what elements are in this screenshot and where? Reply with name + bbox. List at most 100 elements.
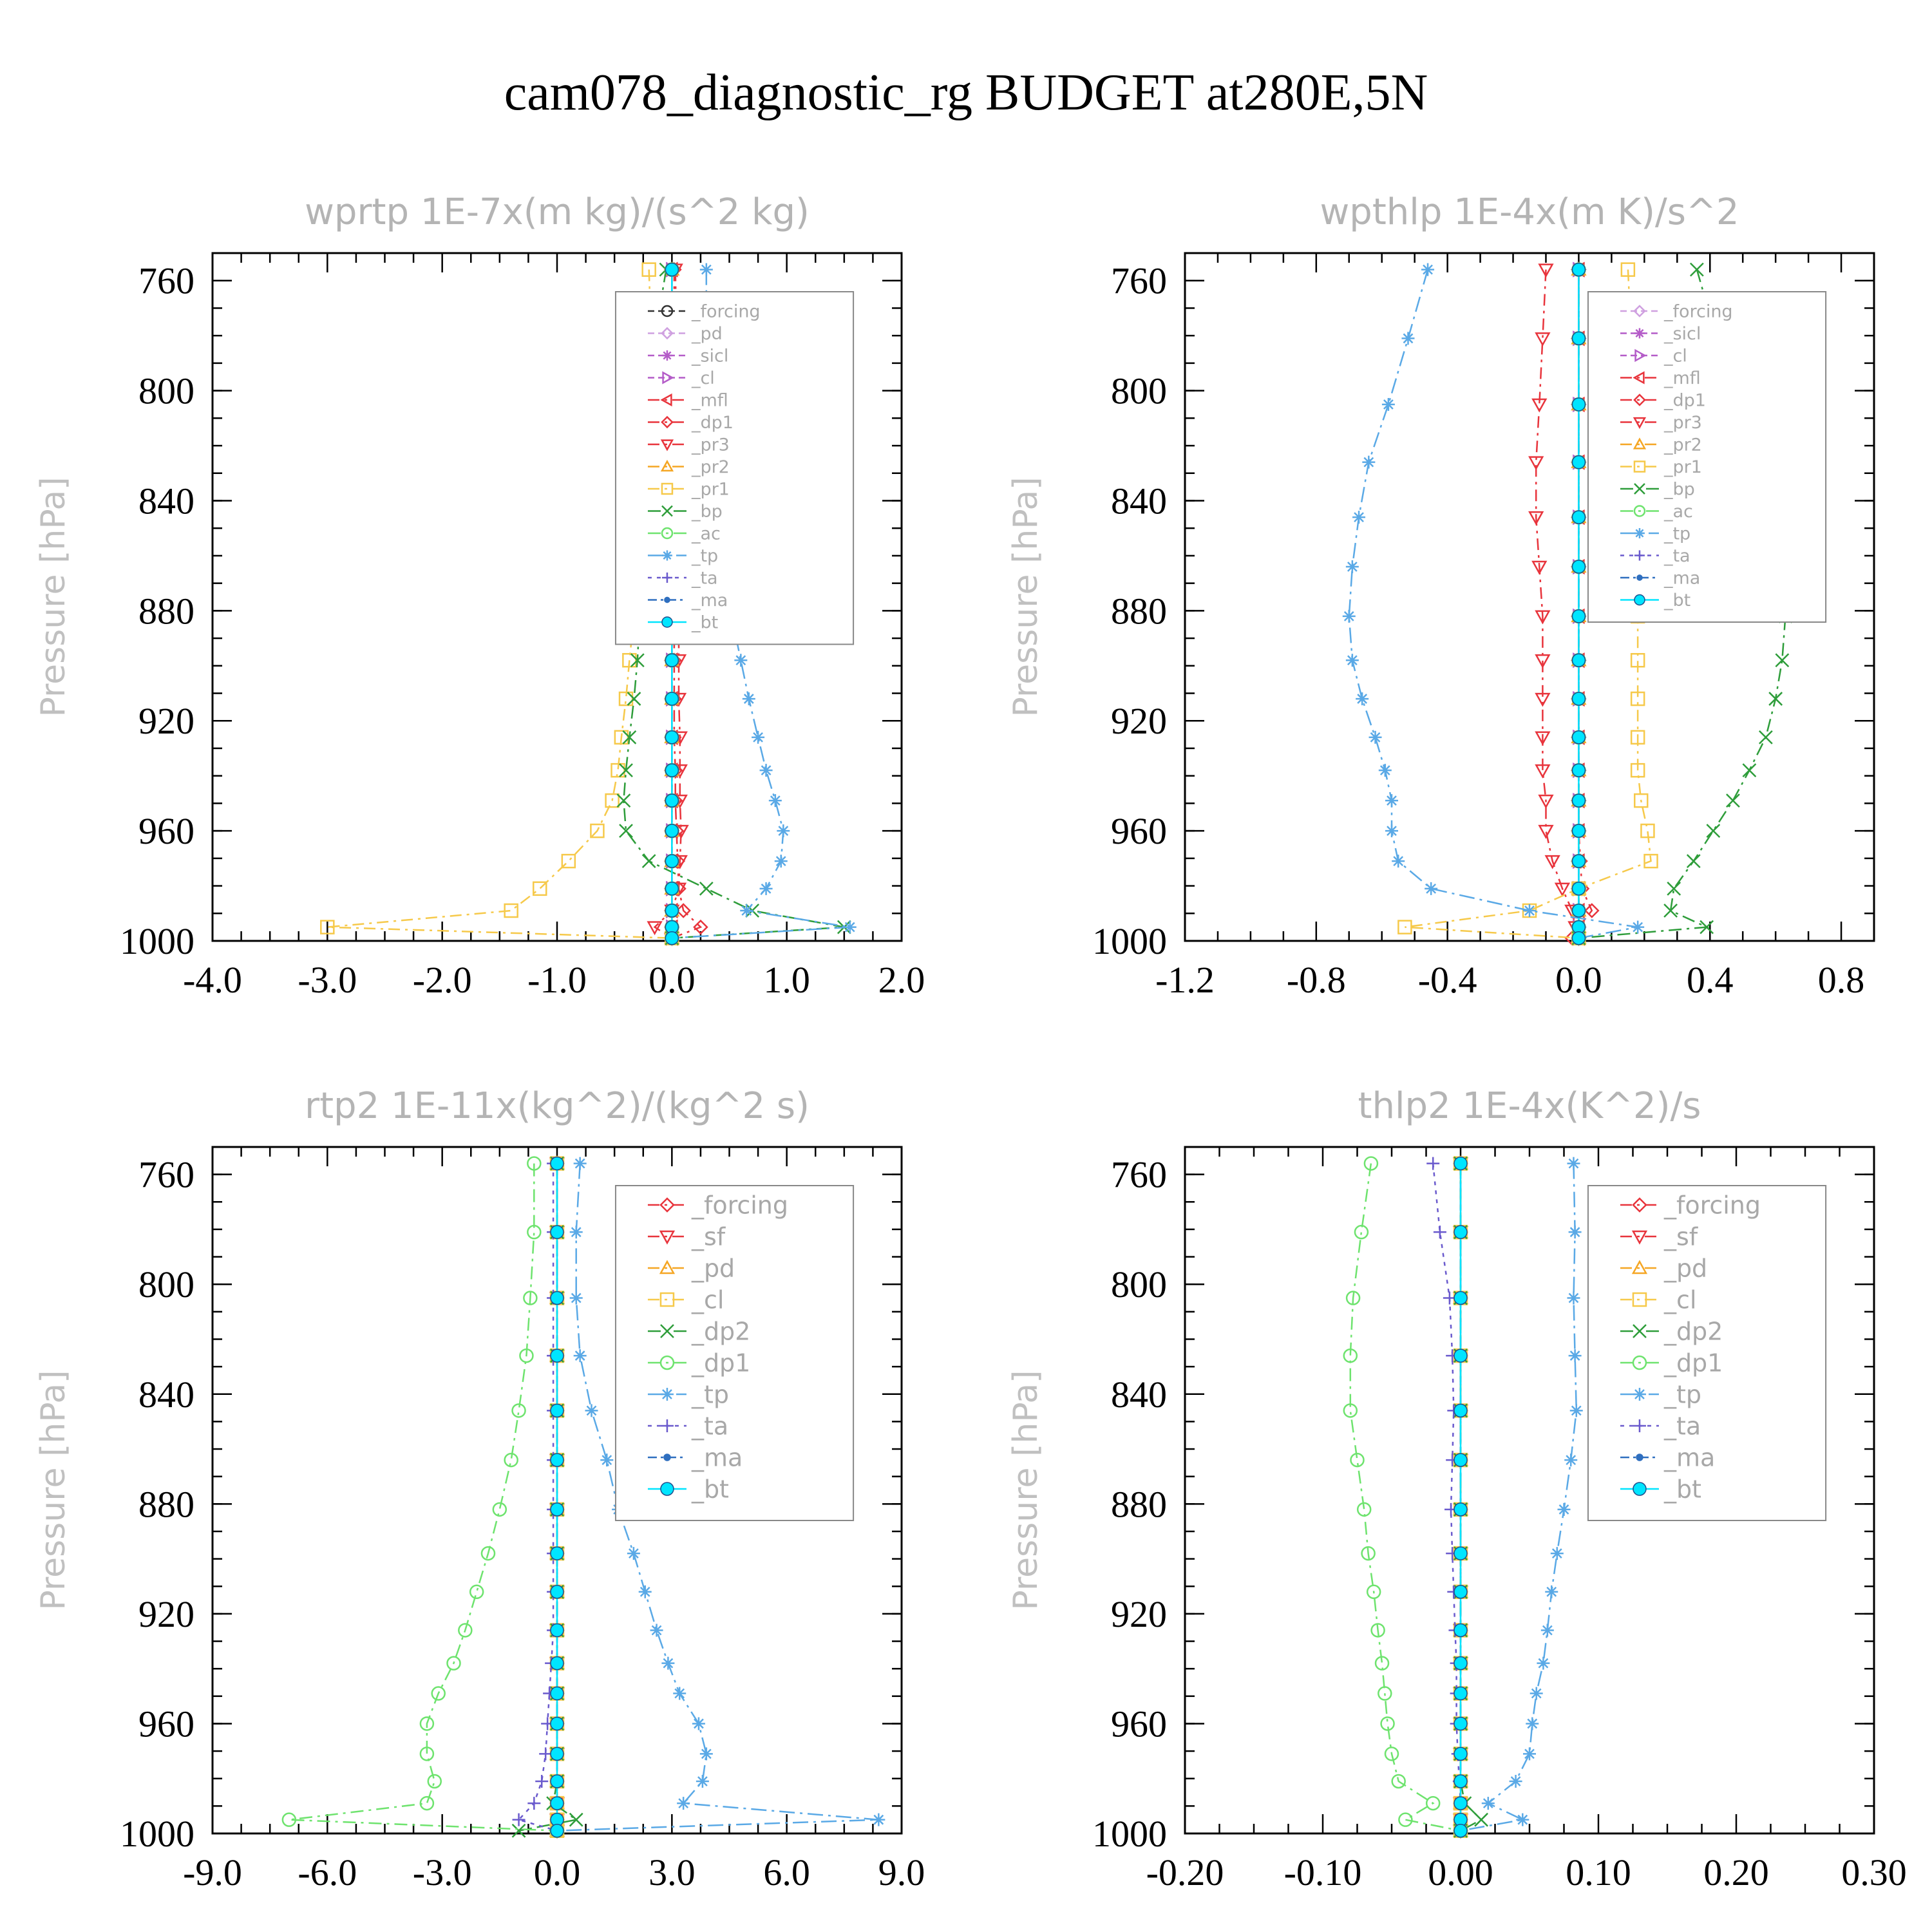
x-tick-label: -4.0: [183, 959, 242, 1001]
data-point: [590, 823, 605, 838]
y-tick-label: 880: [1111, 590, 1167, 632]
data-point: [523, 1291, 538, 1305]
data-point: [650, 1624, 663, 1637]
data-point: [627, 692, 641, 706]
legend-entry: _dp1: [1620, 1349, 1723, 1377]
data-point: [1633, 793, 1649, 808]
legend-entry: _cl: [647, 1285, 724, 1314]
data-point: [446, 1656, 461, 1671]
x-tick-label: -0.10: [1284, 1852, 1362, 1893]
data-point: [1391, 1774, 1406, 1789]
legend-entry: _pr1: [647, 479, 730, 499]
legend-entry: _ma: [1620, 1443, 1715, 1472]
data-point: [1366, 1584, 1381, 1600]
x-tick-label: -1.2: [1155, 959, 1215, 1001]
legend-marker: [1633, 371, 1645, 384]
series-line: [289, 1163, 558, 1832]
data-point: [1421, 263, 1435, 276]
legend-label: _bt: [691, 1475, 729, 1503]
data-point: [573, 1349, 587, 1363]
data-point: [1689, 262, 1704, 277]
legend-label: _sf: [1663, 1222, 1699, 1251]
series-line: [518, 1163, 578, 1832]
data-point: [774, 855, 788, 868]
data-point: [1571, 763, 1586, 777]
legend-entry: _pr2: [1620, 435, 1702, 455]
series-dp1: [1343, 1156, 1468, 1838]
legend-label: _pr3: [1663, 413, 1702, 433]
data-point: [619, 763, 633, 778]
legend-label: _tp: [691, 1380, 729, 1408]
legend-marker: [1633, 1324, 1647, 1338]
data-point: [1567, 1291, 1580, 1305]
data-point: [1345, 1291, 1361, 1305]
data-point: [618, 691, 634, 706]
data-point: [1454, 1225, 1468, 1239]
y-tick-label: 920: [1111, 700, 1167, 742]
chart-panel: wprtp 1E-7x(m kg)/(s^2 kg) Pressure [hPa]…: [34, 191, 925, 1001]
data-point: [641, 854, 656, 868]
data-point: [1433, 1226, 1446, 1239]
data-point: [1544, 855, 1560, 869]
legend-marker: [1634, 594, 1645, 606]
data-point: [320, 920, 335, 934]
y-tick-label: 880: [138, 590, 194, 632]
x-tick-label: 0.0: [649, 959, 696, 1001]
data-point: [661, 1656, 675, 1670]
legend-entry: _bt: [1620, 1475, 1701, 1503]
legend-marker: [659, 1355, 675, 1370]
y-tick-label: 1000: [1092, 1813, 1167, 1855]
x-tick-label: 0.00: [1428, 1852, 1493, 1893]
data-point: [1537, 1656, 1550, 1670]
legend-label: _bp: [691, 502, 723, 522]
data-point: [550, 1225, 564, 1239]
y-tick-label: 760: [138, 260, 194, 302]
legend-label: _ta: [691, 568, 718, 588]
data-point: [1571, 560, 1586, 574]
legend-entry: _dp1: [647, 1349, 750, 1377]
data-point: [550, 1774, 564, 1788]
legend-entry: _sicl: [647, 346, 728, 366]
y-tick-label: 1000: [1092, 920, 1167, 962]
data-point: [1378, 1686, 1392, 1701]
data-point: [550, 1453, 564, 1467]
data-point: [419, 1795, 435, 1811]
x-tick-label: 6.0: [763, 1852, 810, 1893]
data-point: [1568, 1349, 1582, 1363]
data-point: [458, 1623, 473, 1638]
legend-label: _bt: [1663, 591, 1690, 611]
x-tick-label: -3.0: [298, 959, 357, 1001]
chart-panel: rtp2 1E-11x(kg^2)/(kg^2 s) Pressure [hPa]…: [34, 1085, 925, 1893]
data-point: [759, 882, 773, 895]
legend-marker: [660, 1324, 674, 1338]
data-point: [1564, 1454, 1578, 1467]
legend-marker: [1633, 305, 1646, 317]
data-point: [550, 1796, 564, 1810]
legend-entry: _forcing: [1620, 1191, 1761, 1219]
data-point: [1630, 762, 1645, 778]
data-point: [550, 1585, 564, 1599]
legend-entry: _tp: [1620, 524, 1690, 544]
tick-marks: [211, 252, 903, 942]
y-tick-label: 920: [138, 1593, 194, 1635]
legend-marker: [661, 327, 674, 340]
data-point: [1454, 1623, 1468, 1638]
data-point: [1425, 882, 1438, 895]
data-point: [533, 881, 547, 896]
data-point: [573, 1157, 587, 1170]
data-point: [1454, 1546, 1468, 1560]
legend-entry: _ma: [647, 591, 728, 611]
data-point: [1454, 1716, 1468, 1731]
legend-marker: [661, 505, 673, 517]
legend-label: _bt: [691, 612, 718, 632]
legend-marker: [1631, 1230, 1648, 1245]
x-tick-label: 0.0: [1555, 959, 1602, 1001]
chart-panel: thlp2 1E-4x(K^2)/s Pressure [hPa] 760 800 84…: [1007, 1085, 1907, 1893]
data-point: [1535, 764, 1551, 779]
series-group: [1343, 1155, 1583, 1839]
data-point: [569, 1812, 583, 1827]
y-tick-label: 960: [1111, 810, 1167, 852]
data-point: [1454, 1823, 1468, 1838]
x-tick-label: -2.0: [413, 959, 472, 1001]
legend-entry: _forcing: [647, 1191, 788, 1219]
